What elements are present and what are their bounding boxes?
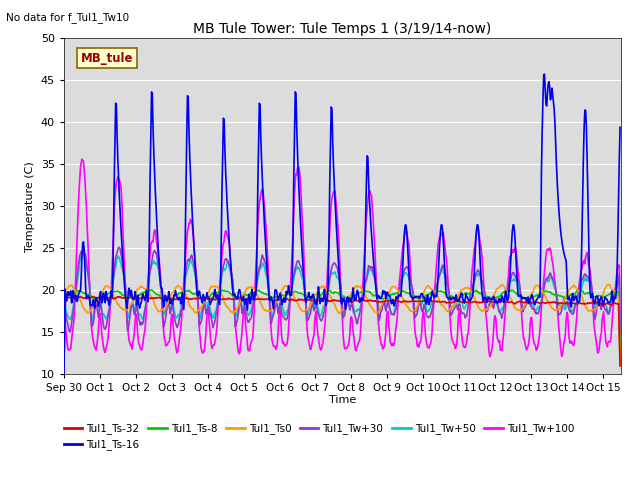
- Tul1_Ts0: [298, 307, 305, 313]
- Tul1_Ts-16: [60, 372, 68, 377]
- Line: Tul1_Tw+50: Tul1_Tw+50: [64, 253, 620, 354]
- Line: Tul1_Ts-16: Tul1_Ts-16: [64, 74, 620, 374]
- Tul1_Ts-32: [460, 300, 467, 305]
- X-axis label: Time: Time: [329, 395, 356, 405]
- Tul1_Ts-32: [139, 295, 147, 301]
- Tul1_Tw+30: [139, 320, 147, 326]
- Tul1_Ts-32: [60, 359, 68, 364]
- Tul1_Tw+100: [78, 156, 86, 162]
- Tul1_Tw+50: [298, 275, 306, 280]
- Tul1_Tw+30: [473, 268, 481, 274]
- Tul1_Ts-16: [63, 298, 70, 304]
- Tul1_Tw+30: [115, 244, 122, 250]
- Text: MB_tule: MB_tule: [81, 52, 133, 65]
- Tul1_Ts0: [63, 287, 70, 292]
- Tul1_Tw+100: [60, 355, 68, 360]
- Tul1_Tw+30: [460, 311, 467, 316]
- Text: No data for f_Tul1_Tw10: No data for f_Tul1_Tw10: [6, 12, 129, 23]
- Tul1_Ts0: [138, 284, 146, 290]
- Line: Tul1_Tw+30: Tul1_Tw+30: [64, 247, 620, 354]
- Tul1_Tw+100: [63, 333, 70, 338]
- Tul1_Tw+100: [139, 343, 147, 349]
- Tul1_Tw+30: [319, 314, 327, 320]
- Tul1_Ts0: [472, 300, 480, 306]
- Tul1_Tw+100: [319, 339, 327, 345]
- Tul1_Ts-32: [77, 294, 84, 300]
- Tul1_Tw+50: [139, 317, 147, 323]
- Tul1_Ts0: [605, 282, 613, 288]
- Tul1_Tw+100: [298, 211, 306, 217]
- Tul1_Ts-8: [298, 291, 306, 297]
- Tul1_Tw+50: [616, 338, 624, 344]
- Tul1_Ts-8: [146, 287, 154, 293]
- Tul1_Ts0: [616, 360, 624, 366]
- Tul1_Ts-16: [138, 297, 146, 302]
- Tul1_Tw+50: [60, 351, 68, 357]
- Tul1_Ts-8: [138, 291, 146, 297]
- Tul1_Ts-16: [616, 124, 624, 130]
- Tul1_Ts-8: [473, 289, 481, 295]
- Title: MB Tule Tower: Tule Temps 1 (3/19/14-now): MB Tule Tower: Tule Temps 1 (3/19/14-now…: [193, 22, 492, 36]
- Line: Tul1_Ts-8: Tul1_Ts-8: [64, 290, 620, 362]
- Tul1_Ts-32: [616, 363, 624, 369]
- Tul1_Tw+50: [79, 250, 86, 256]
- Tul1_Tw+30: [616, 333, 624, 338]
- Tul1_Tw+50: [63, 309, 70, 314]
- Tul1_Ts-8: [60, 360, 68, 365]
- Tul1_Tw+100: [616, 329, 624, 335]
- Tul1_Ts-32: [63, 294, 70, 300]
- Tul1_Ts-16: [472, 229, 480, 235]
- Line: Tul1_Ts-32: Tul1_Ts-32: [64, 297, 620, 366]
- Tul1_Ts0: [318, 284, 326, 289]
- Legend: Tul1_Ts-32, Tul1_Ts-16, Tul1_Ts-8, Tul1_Ts0, Tul1_Tw+30, Tul1_Tw+50, Tul1_Tw+100: Tul1_Ts-32, Tul1_Ts-16, Tul1_Ts-8, Tul1_…: [63, 423, 574, 450]
- Tul1_Ts-16: [541, 71, 548, 77]
- Tul1_Tw+50: [460, 306, 467, 312]
- Tul1_Tw+30: [63, 313, 70, 319]
- Tul1_Tw+30: [298, 267, 306, 273]
- Y-axis label: Temperature (C): Temperature (C): [26, 161, 35, 252]
- Tul1_Ts0: [459, 287, 467, 292]
- Tul1_Tw+100: [460, 344, 467, 349]
- Tul1_Ts-8: [63, 294, 70, 300]
- Tul1_Tw+50: [319, 305, 327, 311]
- Tul1_Ts-16: [298, 233, 305, 239]
- Tul1_Ts-8: [616, 355, 624, 361]
- Tul1_Ts-16: [459, 298, 467, 303]
- Line: Tul1_Ts0: Tul1_Ts0: [64, 285, 620, 363]
- Tul1_Tw+30: [60, 351, 68, 357]
- Tul1_Ts-32: [298, 297, 306, 302]
- Tul1_Ts-32: [319, 297, 327, 303]
- Tul1_Ts-8: [460, 292, 467, 298]
- Tul1_Tw+100: [473, 226, 481, 232]
- Tul1_Ts-16: [318, 295, 326, 301]
- Tul1_Ts-8: [319, 290, 327, 296]
- Tul1_Ts0: [60, 356, 68, 361]
- Line: Tul1_Tw+100: Tul1_Tw+100: [64, 159, 620, 358]
- Tul1_Tw+50: [473, 271, 481, 277]
- Tul1_Ts-32: [473, 300, 481, 305]
